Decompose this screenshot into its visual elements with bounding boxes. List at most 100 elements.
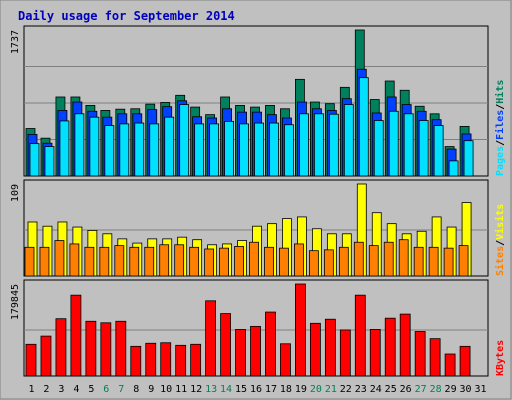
bar-kbytes-day-9 xyxy=(145,342,157,377)
bar-pages-day-24 xyxy=(373,120,384,177)
legend-entry-hits: Hits xyxy=(494,80,506,104)
x-tick-label: 23 xyxy=(355,384,367,395)
legend-kbytes: KBytes xyxy=(495,340,506,376)
bar-pages-day-20 xyxy=(313,113,324,177)
bar-sites-day-20 xyxy=(308,250,319,277)
y-max-label: 1737 xyxy=(10,30,21,54)
x-tick-label: 16 xyxy=(250,384,262,395)
bar-sites-day-12 xyxy=(189,246,200,277)
x-tick-label: 15 xyxy=(235,384,247,395)
bar-pages-day-14 xyxy=(224,120,234,177)
bar-pages-day-7 xyxy=(119,123,130,177)
x-tick-label: 4 xyxy=(73,384,79,395)
x-tick-label: 31 xyxy=(474,384,486,395)
bar-kbytes-day-3 xyxy=(55,318,67,377)
bar-sites-day-23 xyxy=(353,241,364,277)
bar-pages-day-26 xyxy=(403,113,414,177)
bar-kbytes-day-27 xyxy=(414,331,426,377)
bar-sites-day-13 xyxy=(204,248,215,277)
x-tick-label: 10 xyxy=(160,384,172,395)
bar-sites-day-24 xyxy=(368,245,379,277)
x-tick-label: 5 xyxy=(88,384,94,395)
x-tick-label: 3 xyxy=(58,384,64,395)
bar-sites-day-28 xyxy=(428,246,439,277)
x-tick-label: 21 xyxy=(325,384,337,395)
x-tick-label: 17 xyxy=(265,384,277,395)
x-tick-label: 18 xyxy=(280,384,292,395)
bar-sites-day-19 xyxy=(294,243,304,277)
bar-pages-day-28 xyxy=(433,125,444,177)
bar-sites-day-21 xyxy=(323,249,334,277)
bar-sites-day-5 xyxy=(84,246,95,277)
bar-kbytes-day-14 xyxy=(220,313,231,377)
bar-pages-day-30 xyxy=(463,140,474,177)
bar-kbytes-day-18 xyxy=(280,343,291,377)
bar-pages-day-27 xyxy=(418,120,429,177)
bar-kbytes-day-2 xyxy=(40,335,52,377)
bar-kbytes-day-30 xyxy=(459,345,471,377)
bar-pages-day-23 xyxy=(358,77,369,177)
bar-sites-day-18 xyxy=(279,247,289,277)
bar-kbytes-day-7 xyxy=(115,320,127,377)
legend-hits-files-pages: Pages/Files/Hits xyxy=(494,80,506,176)
legend-entry-visits: Visits xyxy=(494,204,506,240)
x-tick-label: 25 xyxy=(385,384,397,395)
legend-entry-pages: Pages xyxy=(495,146,506,176)
x-tick-label: 8 xyxy=(133,384,139,395)
bar-sites-day-2 xyxy=(39,246,50,277)
bar-kbytes-day-24 xyxy=(369,329,381,377)
bar-kbytes-day-10 xyxy=(160,342,172,377)
x-tick-label: 13 xyxy=(205,384,217,395)
bar-sites-day-8 xyxy=(129,246,140,277)
bar-pages-day-21 xyxy=(328,113,339,177)
bar-sites-day-22 xyxy=(338,246,349,277)
bar-kbytes-day-6 xyxy=(100,322,112,377)
bar-kbytes-day-28 xyxy=(429,338,441,377)
bar-kbytes-day-8 xyxy=(130,345,142,377)
x-axis-labels: 1 2 3 4 5 6 7 8 9 10 11 12 13 14 15 16 17 18 19 20 21 22 23 24 2… xyxy=(28,384,486,395)
x-tick-label: 24 xyxy=(370,384,382,395)
bar-pages-day-25 xyxy=(388,110,399,177)
bar-pages-day-16 xyxy=(254,122,264,177)
x-tick-label: 20 xyxy=(310,384,322,395)
bar-kbytes-day-4 xyxy=(70,294,82,377)
bar-kbytes-day-1 xyxy=(25,343,37,377)
x-tick-label: 2 xyxy=(43,384,49,395)
bar-pages-day-17 xyxy=(269,122,279,177)
bar-kbytes-day-5 xyxy=(85,320,97,377)
bar-pages-day-5 xyxy=(89,116,100,177)
bar-pages-day-10 xyxy=(164,116,175,177)
bar-pages-day-15 xyxy=(239,123,249,177)
bar-pages-day-22 xyxy=(343,104,354,177)
bar-kbytes-day-29 xyxy=(444,353,456,377)
panel-visits-sites: 109 Sites/Visits xyxy=(10,179,506,277)
bar-pages-day-12 xyxy=(194,123,205,177)
legend-visits-sites: Sites/Visits xyxy=(494,204,506,276)
bar-sites-day-7 xyxy=(114,245,125,277)
legend-separator: / xyxy=(495,240,506,246)
bar-pages-day-19 xyxy=(299,113,309,177)
x-tick-label: 11 xyxy=(175,384,187,395)
x-tick-label: 28 xyxy=(430,384,442,395)
bar-pages-day-2 xyxy=(44,146,55,177)
bar-sites-day-9 xyxy=(144,246,155,277)
bar-kbytes-day-25 xyxy=(384,317,396,377)
bar-sites-day-4 xyxy=(69,243,80,277)
bar-kbytes-day-13 xyxy=(205,300,217,377)
bar-pages-day-18 xyxy=(284,124,294,177)
bar-kbytes-day-11 xyxy=(175,344,187,377)
x-tick-label: 30 xyxy=(460,384,472,395)
x-tick-label: 6 xyxy=(103,384,109,395)
bar-kbytes-day-22 xyxy=(339,329,351,377)
x-tick-label: 12 xyxy=(190,384,202,395)
bar-pages-day-4 xyxy=(74,113,85,177)
legend-separator: / xyxy=(495,104,506,110)
x-tick-label: 1 xyxy=(28,384,34,395)
bar-sites-day-17 xyxy=(264,246,274,277)
bar-pages-day-1 xyxy=(29,143,40,177)
bar-kbytes-day-19 xyxy=(295,283,306,377)
bar-sites-day-15 xyxy=(234,246,244,277)
bar-pages-day-9 xyxy=(149,123,160,177)
